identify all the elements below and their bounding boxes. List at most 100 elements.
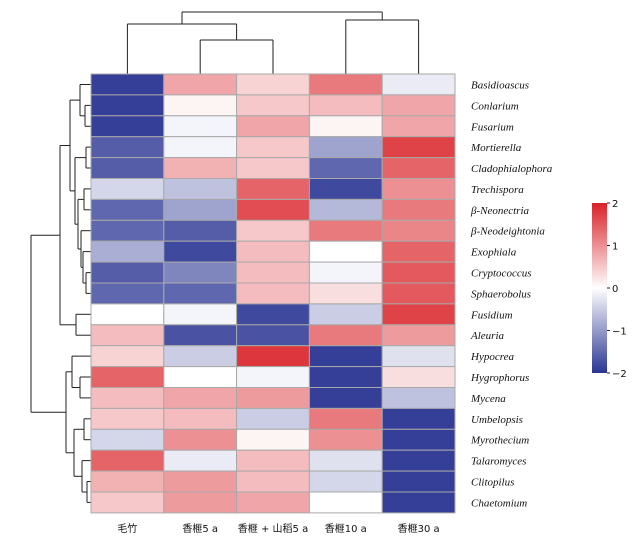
- heatmap-cell: [236, 198, 310, 221]
- heatmap-cell: [90, 178, 165, 200]
- heatmap-cell: [163, 470, 238, 493]
- heatmap-cell: [308, 94, 383, 117]
- heatmap-cell: [90, 219, 165, 242]
- row-label: Myrothecium: [470, 435, 529, 447]
- heatmap-cell: [163, 115, 238, 138]
- row-label: Fusarium: [470, 121, 514, 133]
- heatmap-cell: [308, 491, 383, 514]
- heatmap-cell: [236, 470, 310, 493]
- heatmap-cell: [308, 449, 383, 472]
- heatmap-cell: [163, 428, 238, 451]
- heatmap-cell: [163, 345, 238, 368]
- row-label: β-Neonectria: [470, 205, 530, 217]
- heatmap-cell: [381, 491, 456, 514]
- row-label: Sphaerobolus: [471, 288, 531, 300]
- heatmap-cell: [236, 449, 310, 472]
- heatmap-cell: [308, 240, 383, 263]
- row-label: Chaetomium: [471, 497, 527, 509]
- row-label: Umbelopsis: [471, 414, 523, 426]
- heatmap-cell: [90, 261, 165, 284]
- heatmap-cell: [163, 491, 238, 514]
- heatmap-cell: [308, 345, 383, 368]
- heatmap-cell: [381, 115, 456, 138]
- heatmap-cell: [236, 345, 310, 368]
- row-dendrogram: [30, 84, 91, 503]
- heatmap-cell: [236, 282, 310, 305]
- heatmap-cell: [381, 73, 456, 96]
- heatmap-cell: [381, 178, 456, 200]
- heatmap-cell: [381, 136, 456, 159]
- row-label: Exophiala: [470, 247, 517, 259]
- heatmap-cell: [163, 303, 238, 326]
- color-scale-tick-label: 2: [612, 199, 618, 210]
- row-label: Aleuria: [470, 330, 504, 342]
- heatmap-cell: [308, 303, 383, 326]
- row-label: β-Neodeightonia: [470, 226, 545, 238]
- heatmap-cell: [381, 407, 456, 430]
- heatmap-cell: [381, 198, 456, 221]
- heatmap-cell: [236, 428, 310, 451]
- color-scale-tick-label: 0: [612, 284, 618, 295]
- heatmap-cell: [381, 345, 456, 368]
- heatmap-cell: [90, 345, 165, 368]
- heatmap-cell: [236, 387, 310, 409]
- color-scale-ticks: 2 1 0 −1 −2: [607, 199, 627, 380]
- heatmap-cell: [308, 470, 383, 493]
- heatmap-cell: [236, 366, 310, 389]
- column-label: 香榧5 a: [182, 522, 218, 535]
- heatmap-cell: [236, 240, 310, 263]
- heatmap-cell: [381, 94, 456, 117]
- row-label: Clitopilus: [471, 477, 514, 489]
- heatmap-cell: [381, 387, 456, 409]
- heatmap-cell: [236, 261, 310, 284]
- heatmap-cell: [308, 219, 383, 242]
- heatmap-cell: [90, 449, 165, 472]
- heatmap-cell: [163, 73, 238, 96]
- heatmap-cell: [90, 136, 165, 159]
- heatmap-cell: [90, 157, 165, 180]
- heatmap-cell: [163, 407, 238, 430]
- heatmap-cell: [381, 157, 456, 180]
- heatmap-cell: [163, 282, 238, 305]
- color-scale-tick-label: −1: [612, 327, 627, 338]
- column-labels: 毛竹 香榧5 a 香榧 + 山稻5 a 香榧10 a 香榧30 a: [117, 522, 439, 535]
- heatmap-cell: [90, 73, 165, 96]
- heatmap-cell: [163, 366, 238, 389]
- heatmap-cell: [308, 261, 383, 284]
- heatmap-cell: [90, 491, 165, 514]
- heatmap-cell: [381, 366, 456, 389]
- heatmap-cell: [381, 324, 456, 347]
- heatmap-cell: [163, 449, 238, 472]
- row-label: Basidioascus: [471, 80, 529, 92]
- heatmap-cell: [90, 428, 165, 451]
- heatmap-cell: [163, 261, 238, 284]
- heatmap-cell: [90, 198, 165, 221]
- heatmap-cell: [308, 387, 383, 409]
- color-scale-tick-label: 1: [612, 242, 618, 253]
- heatmap-cell: [236, 115, 310, 138]
- heatmap-cell: [381, 470, 456, 493]
- column-label: 毛竹: [117, 522, 137, 535]
- row-label: Cladophialophora: [471, 163, 553, 175]
- heatmap-cell: [90, 303, 165, 326]
- row-label: Conlarium: [471, 100, 519, 112]
- heatmap-cell: [308, 282, 383, 305]
- heatmap-cell: [236, 178, 310, 200]
- heatmap-cell: [163, 178, 238, 200]
- heatmap-cell: [381, 282, 456, 305]
- heatmap-cell: [236, 491, 310, 514]
- color-scale-legend: 2 1 0 −1 −2: [592, 199, 627, 380]
- heatmap-cell: [90, 115, 165, 138]
- heatmap-cell: [308, 366, 383, 389]
- row-label: Talaromyces: [471, 456, 526, 468]
- heatmap-cell: [236, 324, 310, 347]
- column-label: 香榧30 a: [398, 522, 440, 535]
- heatmap-cell: [163, 387, 238, 409]
- heatmap-cells: [90, 73, 456, 514]
- heatmap-cell: [308, 73, 383, 96]
- heatmap-cell: [236, 136, 310, 159]
- heatmap-cell: [308, 324, 383, 347]
- row-label: Hypocrea: [470, 351, 514, 363]
